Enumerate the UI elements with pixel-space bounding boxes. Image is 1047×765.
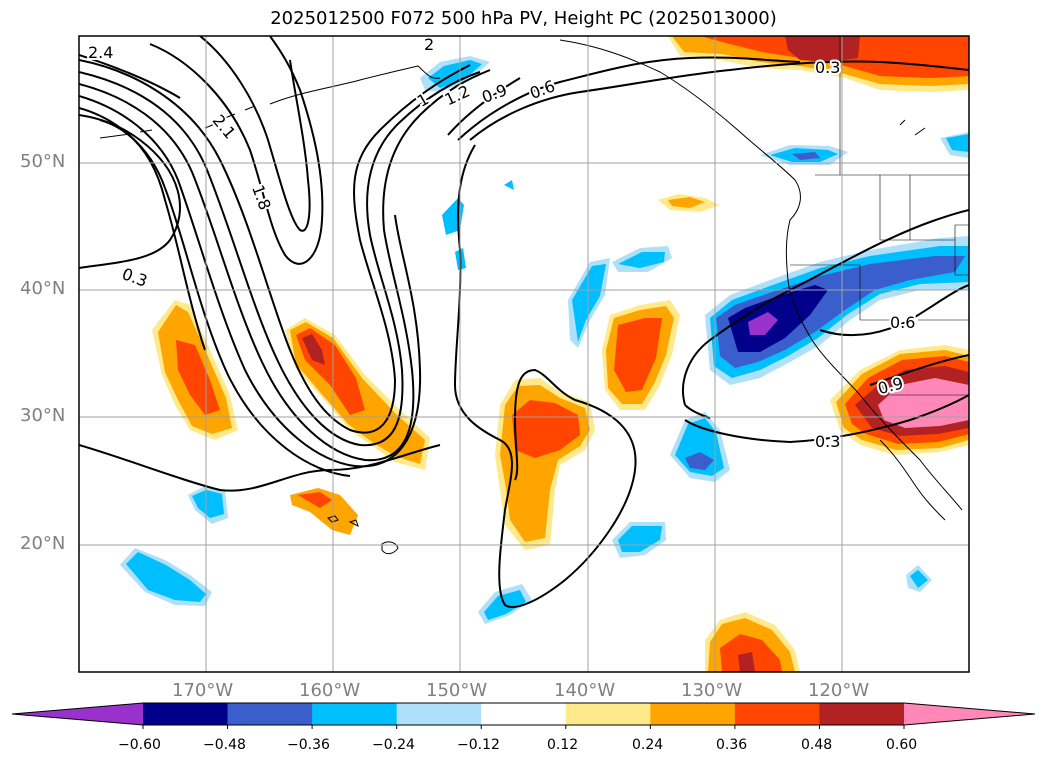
lon-label: 170°W bbox=[172, 680, 234, 701]
pv-anomaly-positive-shading bbox=[152, 36, 969, 672]
map-frame-bg bbox=[79, 36, 969, 672]
coastlines bbox=[99, 39, 963, 555]
political-borders bbox=[790, 36, 969, 396]
lat-label: 50°N bbox=[20, 151, 66, 172]
colorbar-tick-label: 0.48 bbox=[801, 737, 833, 753]
lat-label: 40°N bbox=[20, 278, 66, 299]
colorbar-tick-label: 0.12 bbox=[547, 737, 579, 753]
lat-label: 30°N bbox=[20, 405, 66, 426]
contour-label: 0.3 bbox=[815, 432, 840, 451]
map-frame bbox=[78, 35, 970, 673]
lon-label: 140°W bbox=[554, 680, 616, 701]
lon-label: 130°W bbox=[681, 680, 743, 701]
colorbar-segment bbox=[143, 703, 229, 725]
colorbar-tick-label: 0.24 bbox=[632, 737, 664, 753]
contour-label: 0.6 bbox=[890, 313, 915, 332]
pv-anomaly-negative-shading bbox=[120, 56, 969, 624]
contour-label: 2.4 bbox=[88, 43, 113, 62]
colorbar-tick-label: 0.36 bbox=[716, 737, 748, 753]
colorbar-segment bbox=[312, 703, 398, 725]
colorbar-tick-label: −0.48 bbox=[203, 737, 246, 753]
colorbar-segment bbox=[565, 703, 651, 725]
lat-label: 20°N bbox=[20, 533, 66, 554]
colorbar-segment bbox=[734, 703, 820, 725]
lon-label: 160°W bbox=[299, 680, 361, 701]
colorbar-segment bbox=[396, 703, 482, 725]
colorbar-tick-label: −0.60 bbox=[118, 737, 161, 753]
colorbar-tick-label: −0.24 bbox=[372, 737, 415, 753]
colorbar-extend-high bbox=[904, 703, 1035, 725]
colorbar-tick-label: −0.36 bbox=[287, 737, 330, 753]
contour-label: 2 bbox=[424, 35, 434, 54]
graticule bbox=[79, 36, 969, 672]
colorbar-segment bbox=[227, 703, 313, 725]
colorbar bbox=[11, 702, 1036, 729]
colorbar-segment bbox=[650, 703, 736, 725]
colorbar-segment bbox=[481, 703, 567, 725]
lon-label: 120°W bbox=[808, 680, 870, 701]
colorbar-tick-label: 0.60 bbox=[886, 737, 918, 753]
colorbar-segment bbox=[819, 703, 905, 725]
lon-label: 150°W bbox=[426, 680, 488, 701]
height-contours bbox=[79, 36, 969, 608]
colorbar-tick-label: −0.12 bbox=[457, 737, 500, 753]
contour-label: 0.3 bbox=[815, 58, 840, 77]
colorbar-extend-low bbox=[12, 703, 143, 725]
map-title: 2025012500 F072 500 hPa PV, Height PC (2… bbox=[270, 8, 777, 29]
